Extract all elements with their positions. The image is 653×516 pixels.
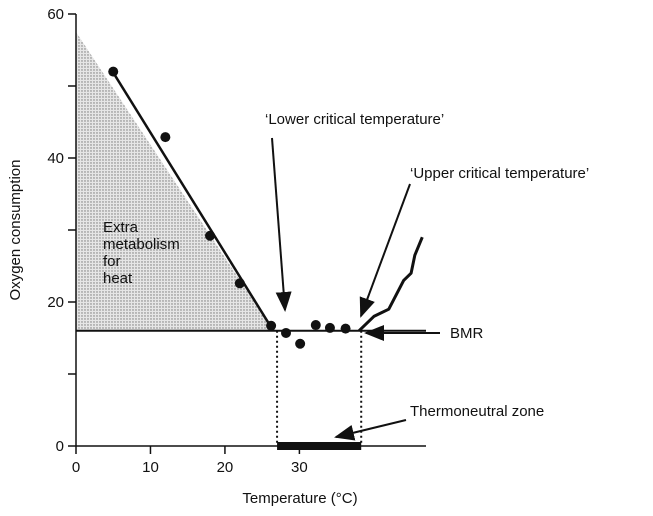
annotation: BMR bbox=[450, 325, 484, 342]
data-point bbox=[205, 230, 216, 241]
upper-curve bbox=[357, 236, 424, 332]
x-tick-label: 0 bbox=[72, 459, 80, 476]
x-tick-label: 20 bbox=[217, 459, 234, 476]
x-axis-label: Temperature (°C) bbox=[242, 490, 357, 507]
plot: 0 20 40 60 0 10 20 30 bbox=[47, 6, 426, 476]
annotation: Thermoneutral zone bbox=[410, 403, 544, 420]
annotation: Extra bbox=[103, 219, 139, 236]
y-tick-label: 60 bbox=[47, 6, 64, 23]
data-point bbox=[310, 320, 321, 331]
data-point bbox=[324, 322, 335, 333]
data-point bbox=[266, 320, 277, 331]
y-tick-label: 0 bbox=[56, 438, 64, 455]
data-point bbox=[160, 132, 171, 143]
data-point bbox=[281, 327, 291, 338]
data-point bbox=[234, 278, 245, 289]
data-point bbox=[295, 338, 306, 349]
arrow bbox=[334, 419, 407, 441]
thermoneutral-zone bbox=[277, 442, 362, 450]
shaded-area bbox=[76, 32, 274, 331]
annotation: heat bbox=[103, 270, 133, 287]
x-tick-label: 10 bbox=[142, 459, 159, 476]
annotation: ‘Upper critical temperature’ bbox=[410, 165, 589, 182]
data-point bbox=[340, 323, 351, 334]
annotation: ‘Lower critical temperature’ bbox=[265, 111, 444, 128]
x-tick-label: 30 bbox=[291, 459, 308, 476]
annotation: for bbox=[103, 253, 121, 270]
y-tick-label: 40 bbox=[47, 150, 64, 167]
y-tick-label: 20 bbox=[47, 294, 64, 311]
arrow bbox=[271, 137, 292, 312]
y-axis-label: Oxygen consumption bbox=[7, 160, 24, 301]
data-point bbox=[108, 66, 119, 77]
fit-line bbox=[110, 69, 275, 332]
annotation: metabolism bbox=[103, 236, 180, 253]
arrow bbox=[359, 183, 411, 318]
